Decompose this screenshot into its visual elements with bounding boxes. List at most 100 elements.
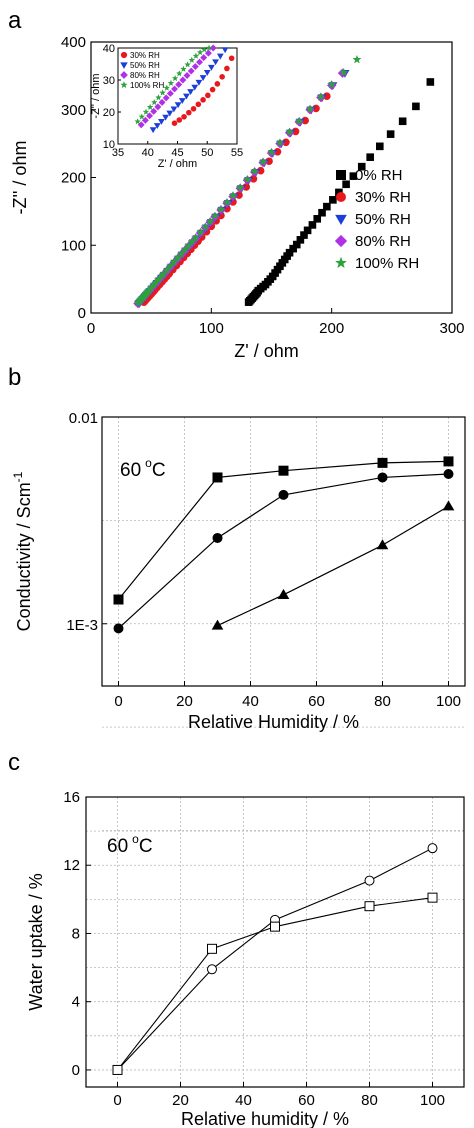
inset-data-point (205, 44, 213, 51)
inset-data-point (192, 52, 200, 59)
inset-legend-marker (120, 51, 128, 59)
inset-data-point (171, 120, 178, 126)
data-point (258, 157, 268, 166)
inset-data-point (221, 47, 229, 54)
inset-data-point (195, 79, 203, 86)
x-tick-label: 60 (298, 1092, 315, 1109)
inset-data-point (176, 117, 183, 123)
x-axis-label: Relative humidity / % (181, 1109, 349, 1128)
plot-frame-c (85, 796, 465, 1088)
panel-label-b: b (8, 364, 21, 391)
inset-data-point (179, 65, 187, 73)
inset-series-50-rh (149, 47, 229, 134)
inset-data-point (142, 108, 150, 115)
data-point (377, 457, 388, 468)
inset-data-point (188, 56, 196, 64)
inset-data-point (195, 101, 202, 108)
plot-frame-b (101, 416, 466, 687)
x-tick-label: 40 (235, 1092, 252, 1109)
data-point (412, 102, 420, 111)
inset-series-30-rh (171, 55, 235, 126)
data-point (176, 249, 186, 259)
data-point (165, 261, 176, 271)
data-point (426, 78, 435, 86)
data-point (222, 197, 232, 207)
inset-data-point (138, 113, 146, 120)
data-point (352, 54, 362, 64)
inset-data-point (181, 114, 187, 120)
temperature-annotation: 60 oC (107, 832, 153, 857)
inset-data-point (187, 67, 195, 75)
y-tick-label: 200 (61, 170, 86, 187)
inset-y-tick-label: 20 (103, 107, 115, 119)
data-point (278, 489, 289, 500)
x-tick-label: 60 (308, 693, 325, 710)
x-tick-label: 0 (114, 693, 122, 710)
inset-data-point (219, 74, 225, 80)
data-point (294, 116, 304, 126)
legend-entry: 100% RH (355, 255, 419, 272)
data-point (339, 67, 349, 77)
y-tick-label: 300 (61, 102, 86, 119)
inset-data-point (150, 107, 158, 115)
inset-data-point (212, 59, 219, 66)
inset-data-point (166, 89, 174, 97)
data-point (349, 172, 358, 180)
inset-data-point (163, 84, 171, 91)
x-tick-label: 80 (374, 693, 391, 710)
data-point (443, 469, 454, 480)
inset-data-point (216, 53, 224, 60)
data-point (191, 232, 201, 242)
data-point (195, 227, 206, 237)
data-point (323, 202, 331, 211)
x-tick-label: 80 (361, 1092, 378, 1109)
data-point (183, 241, 194, 250)
y-tick-label: 0 (72, 1062, 80, 1079)
x-tick-label: 100 (199, 320, 224, 337)
legend-marker (336, 170, 346, 180)
data-point (158, 269, 168, 279)
inset-data-point (174, 102, 182, 109)
legend-marker (336, 192, 346, 202)
inset-data-point (199, 75, 207, 81)
x-tick-label: 200 (319, 320, 344, 337)
data-point (427, 892, 438, 903)
data-point (228, 190, 238, 200)
inset-y-tick-label: 40 (103, 43, 115, 55)
annotation-unit: C (152, 460, 166, 481)
inset-x-tick-label: 50 (201, 147, 213, 159)
data-point (398, 117, 407, 126)
inset-data-point (196, 58, 203, 66)
inset-legend-entry: 30% RH (130, 51, 160, 60)
inset-data-point (196, 48, 204, 56)
data-point (329, 196, 337, 204)
data-point (442, 500, 455, 511)
chart-a: a 0 100 200 300 0 100 200 300 400 Z' / ohm -Z'' / o… (8, 7, 465, 361)
inset-data-point (208, 64, 215, 71)
data-point (180, 245, 190, 254)
y-tick-label: 12 (63, 857, 80, 874)
inset-data-point (200, 97, 206, 103)
inset-data-point (158, 98, 166, 106)
data-point (377, 472, 388, 483)
data-point (366, 153, 374, 161)
inset-legend-marker (120, 71, 128, 79)
data-point (342, 180, 350, 189)
inset-data-point (170, 106, 178, 113)
inset-data-point (184, 61, 192, 68)
inset-legend-marker (120, 62, 128, 69)
inset-data-point (159, 89, 167, 96)
inset-data-point (150, 98, 158, 106)
legend-marker (335, 214, 347, 225)
temperature-annotation: 60 oC (120, 456, 166, 481)
inset-chart: 35 40 45 50 55 10 20 30 40 Z' / ohm -Z'' / ohm 30% … (90, 43, 243, 170)
legend-entry: 80% RH (355, 233, 411, 250)
degree-sign: o (132, 832, 139, 846)
inset-legend-entry: 100% RH (130, 81, 164, 90)
annotation-value: 60 (120, 460, 141, 481)
data-point (278, 465, 289, 476)
series-circle (113, 469, 454, 634)
panel-label-c: c (8, 749, 20, 776)
inset-series-100-rh (134, 44, 213, 125)
inset-data-point (179, 76, 187, 84)
